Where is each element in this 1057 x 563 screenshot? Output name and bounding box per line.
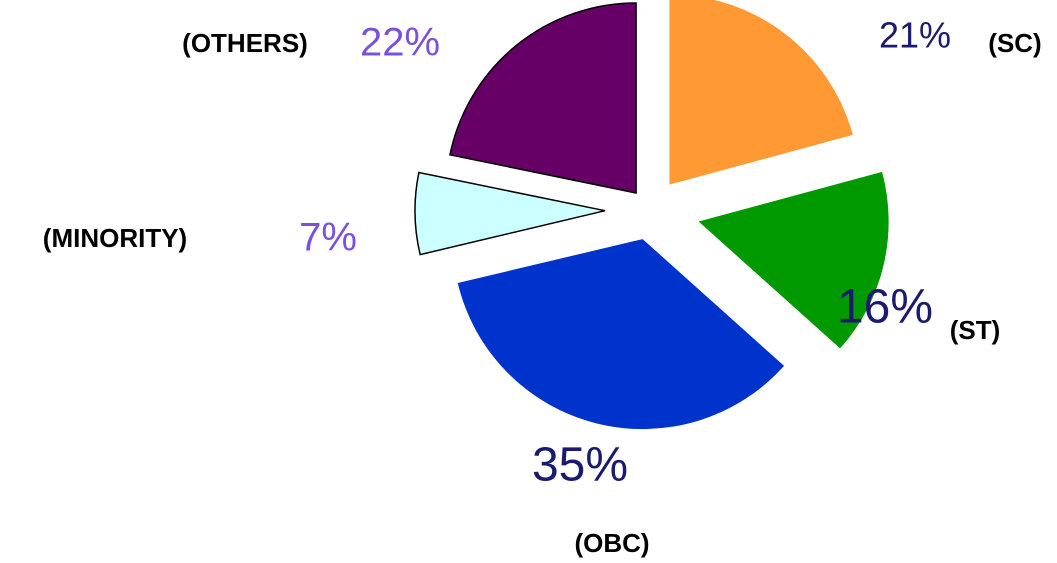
category-label: (MINORITY) xyxy=(43,223,187,253)
value-label: 35% xyxy=(532,439,628,492)
category-label: (OBC) xyxy=(574,528,649,558)
value-label: 21% xyxy=(879,15,951,56)
value-label: 7% xyxy=(299,216,357,260)
value-label: 16% xyxy=(837,281,933,334)
pie-slice xyxy=(457,239,785,430)
pie-slice xyxy=(414,171,606,256)
pie-slice xyxy=(669,0,853,185)
category-label: (SC) xyxy=(988,28,1041,58)
category-label: (OTHERS) xyxy=(182,28,308,58)
category-label: (ST) xyxy=(950,315,1001,345)
pie-slice xyxy=(698,171,889,349)
pie-slice xyxy=(449,2,637,194)
value-label: 22% xyxy=(360,21,440,65)
